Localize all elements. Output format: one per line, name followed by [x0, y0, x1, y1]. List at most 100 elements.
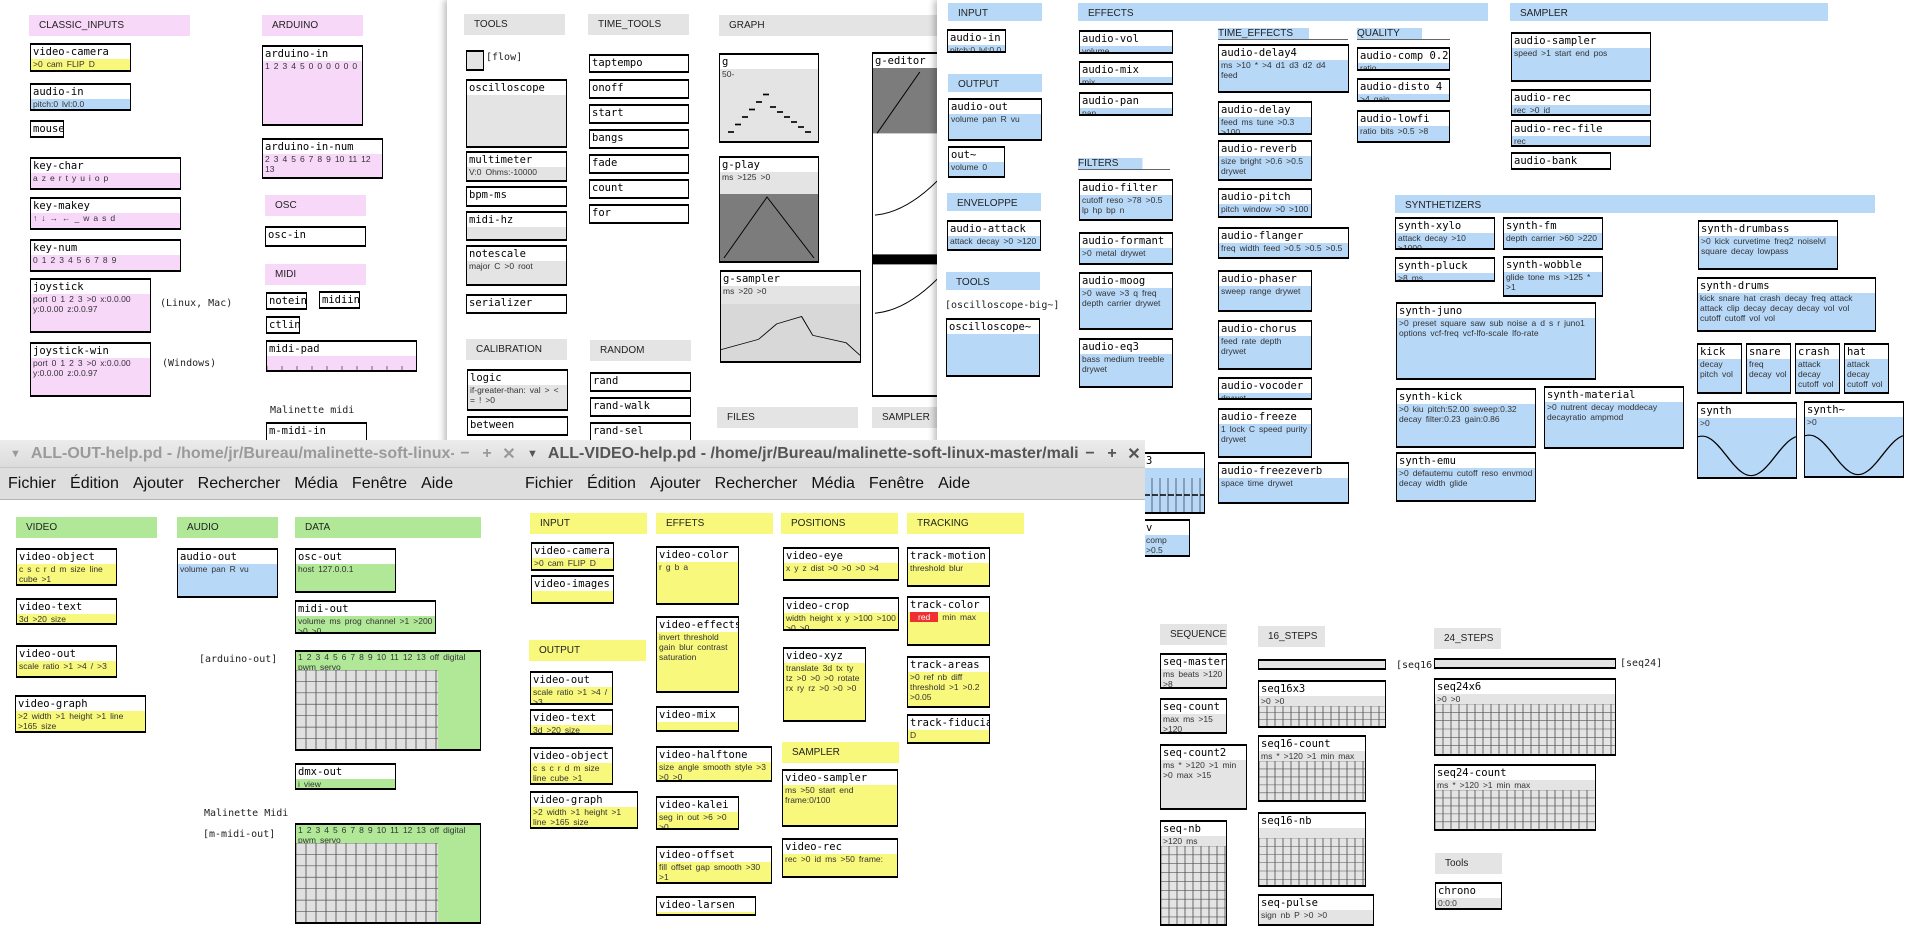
pd-object-serializer[interactable]: serializer	[466, 294, 567, 314]
object-controls[interactable]: cutoff reso >78 >0.5 lp hp bp n	[1080, 195, 1172, 219]
pd-object-synth-juno[interactable]: synth-juno >0 preset square saw sub noise a d s r j…	[1396, 302, 1596, 380]
object-controls[interactable]	[591, 388, 690, 390]
object-controls[interactable]	[1259, 661, 1385, 668]
object-controls[interactable]: >0 cam FLIP D	[532, 558, 613, 569]
pd-object-synth[interactable]: synth~ >0	[1804, 401, 1904, 478]
object-controls[interactable]: >4 gain	[1358, 94, 1449, 100]
menu-ajouter[interactable]: Ajouter	[132, 474, 184, 492]
object-controls[interactable]: kick snare hat crash decay freq attack attack cl…	[1698, 293, 1875, 330]
object-controls[interactable]: >0 nutrent decay moddecay decayratio ampmod	[1545, 402, 1683, 447]
pd-object-video-object[interactable]: video-object c s c r d m size line cube >1	[16, 548, 117, 586]
pd-object-chrono[interactable]: chrono 0:0:0	[1435, 882, 1502, 910]
pd-object-joystick[interactable]: joystick port 0 1 2 3 >0 x:0.0.00 y:0.0.00 z:0.0.…	[30, 278, 151, 333]
object-controls[interactable]	[591, 438, 690, 440]
object-controls[interactable]: rec	[1512, 136, 1650, 145]
object-controls[interactable]: pitch:0 lvl:0.0	[948, 45, 1005, 51]
pd-object-3[interactable]: 3	[1143, 452, 1205, 514]
pd-object-logic[interactable]: logic if-greater-than: val > < =! >0	[467, 369, 568, 411]
pd-object-ctlin[interactable]: ctlin	[266, 316, 300, 334]
pd-object-unnamed[interactable]	[466, 50, 484, 71]
pd-object-notein[interactable]: notein	[266, 292, 307, 310]
pd-object-video-larsen[interactable]: video-larsen	[656, 896, 756, 916]
pd-object-synth-wobble[interactable]: synth-wobble glide tone ms >125 * >1	[1503, 256, 1603, 297]
pd-object-video-kalei[interactable]: video-kalei seg in out >6 >0 >0	[656, 796, 739, 830]
pd-object-audio-formant[interactable]: audio-formant >0 metal drywet	[1079, 232, 1173, 265]
pd-object-start[interactable]: start	[589, 104, 689, 124]
object-controls[interactable]	[590, 145, 688, 147]
object-controls[interactable]: attack decay >0 >120	[948, 236, 1040, 249]
pd-object-midi-hz[interactable]: midi-hz	[466, 211, 567, 241]
pd-object-seq24-count[interactable]: seq24-count ms * >120 >1 min max	[1434, 764, 1596, 831]
pd-object-audio-bank[interactable]: audio-bank	[1511, 152, 1611, 170]
object-controls[interactable]: ms >50 start end frame:0/100	[783, 785, 897, 825]
object-controls[interactable]: >0 wave >3 q freq depth carrier drywet	[1080, 288, 1172, 328]
pd-object-synth-drumbass[interactable]: synth-drumbass >0 kick curvetime freq2 noisel…	[1698, 220, 1838, 270]
pd-object-midi-pad[interactable]: midi-pad	[266, 340, 417, 372]
object-controls[interactable]: attack decay >10 >1000	[1396, 233, 1494, 248]
pd-object-seq-nb[interactable]: seq-nb >120 ms	[1160, 820, 1227, 926]
object-controls[interactable]	[591, 413, 690, 415]
pd-object-video-images[interactable]: video-images	[531, 575, 614, 604]
object-controls[interactable]: comp >0.5	[1144, 535, 1189, 555]
pd-object-key-makey[interactable]: key-makey ↑ ↓ → ← _ w a s d	[30, 197, 181, 230]
object-controls[interactable]: decay pitch vol	[1698, 359, 1741, 392]
object-controls[interactable]: glide tone ms >125 * >1	[1504, 272, 1602, 295]
pd-object-video-color[interactable]: video-color r g b a	[656, 546, 739, 605]
object-controls[interactable]: red min max	[908, 612, 989, 644]
object-controls[interactable]: volume 0	[949, 162, 1004, 176]
maximize-icon[interactable]: +	[1107, 444, 1117, 462]
menu-aide[interactable]: Aide	[421, 474, 454, 492]
pd-object-seq16x3[interactable]: seq16x3 >0 >0	[1258, 680, 1386, 728]
pd-object-taptempo[interactable]: taptempo	[589, 54, 689, 73]
object-controls[interactable]: size angle smooth style >3 >0 >0	[657, 762, 771, 780]
object-controls[interactable]: V:0 Ohms:-10000	[467, 167, 566, 180]
pd-object-multimeter[interactable]: multimeter V:0 Ohms:-10000	[466, 151, 567, 182]
object-controls[interactable]	[947, 334, 1039, 375]
pd-object-seq16-count[interactable]: seq16-count ms * >120 >1 min max	[1258, 735, 1366, 802]
pd-object-video-sampler[interactable]: video-sampler ms >50 start end frame:0/100	[782, 769, 898, 827]
minimize-icon[interactable]: −	[1085, 444, 1095, 462]
pd-object-count[interactable]: count	[589, 179, 689, 199]
pd-object-audio-rec[interactable]: audio-rec rec >0 id	[1511, 89, 1651, 116]
object-controls[interactable]	[1144, 468, 1204, 512]
maximize-icon[interactable]: +	[482, 444, 492, 462]
object-controls[interactable]: freq decay vol	[1747, 359, 1790, 392]
pd-object-g-sampler[interactable]: g-sampler ms >20 >0	[720, 270, 861, 363]
object-controls[interactable]: pitch window >0 >100	[1219, 204, 1311, 216]
pd-object-seq-count2[interactable]: seq-count2 ms * >120 >1 min >0 max >15	[1160, 744, 1247, 810]
menu-fen-tre[interactable]: Fenêtre	[351, 474, 408, 492]
pd-object-audio-reverb[interactable]: audio-reverb size bright >0.6 >0.5 drywet	[1218, 140, 1312, 181]
pd-object-audio-phaser[interactable]: audio-phaser sweep range drywet	[1218, 270, 1312, 312]
pd-object-video-graph[interactable]: video-graph >2 width >1 height >1 line >165 size	[15, 695, 146, 733]
pd-object-audio-filter[interactable]: audio-filter cutoff reso >78 >0.5 lp hp bp n	[1079, 179, 1173, 221]
object-controls[interactable]: c s c r d m size line cube >1	[17, 564, 116, 584]
pd-object-notescale[interactable]: notescale major C >0 root	[466, 245, 567, 286]
object-controls[interactable]: max ms >15 >120	[1161, 714, 1226, 732]
object-controls[interactable]: if-greater-than: val > < =! >0	[468, 385, 567, 409]
object-controls[interactable]: 50-	[720, 69, 818, 141]
pd-object-unnamed[interactable]	[1258, 659, 1386, 670]
menu-ajouter[interactable]: Ajouter	[649, 474, 701, 492]
object-controls[interactable]: freq width feed >0.5 >0.5 >0.5	[1219, 243, 1348, 257]
pd-object-audio-delay4[interactable]: audio-delay4 ms >10 * >4 d1 d3 d2 d4 feed	[1218, 44, 1349, 93]
object-controls[interactable]: host 127.0.0.1	[296, 564, 395, 591]
object-controls[interactable]: rec >0 id	[1512, 105, 1650, 114]
object-controls[interactable]: c s c r d m size line cube >1	[531, 763, 612, 783]
object-controls[interactable]: size bright >0.6 >0.5 drywet	[1219, 156, 1311, 179]
pd-object-audio-rec-file[interactable]: audio-rec-file rec	[1511, 120, 1651, 147]
object-controls[interactable]: >120 ms	[1161, 836, 1226, 924]
pd-object-oscilloscope[interactable]: oscilloscope	[466, 79, 567, 148]
object-controls[interactable]: drywet	[1219, 393, 1311, 398]
object-controls[interactable]	[657, 912, 755, 914]
object-controls[interactable]: invert threshold gain blur contrast saturatio…	[657, 632, 738, 691]
object-controls[interactable]: ms * >120 >1 min >0 max >15	[1161, 760, 1246, 808]
pd-object-rand-sel[interactable]: rand-sel	[590, 422, 691, 442]
object-controls[interactable]: >0 ref nb diff threshold >1 >0.2 >0.05	[908, 672, 989, 706]
object-controls[interactable]: 3d >20 size	[17, 614, 116, 623]
pd-object-kick[interactable]: kick decay pitch vol	[1697, 343, 1742, 394]
